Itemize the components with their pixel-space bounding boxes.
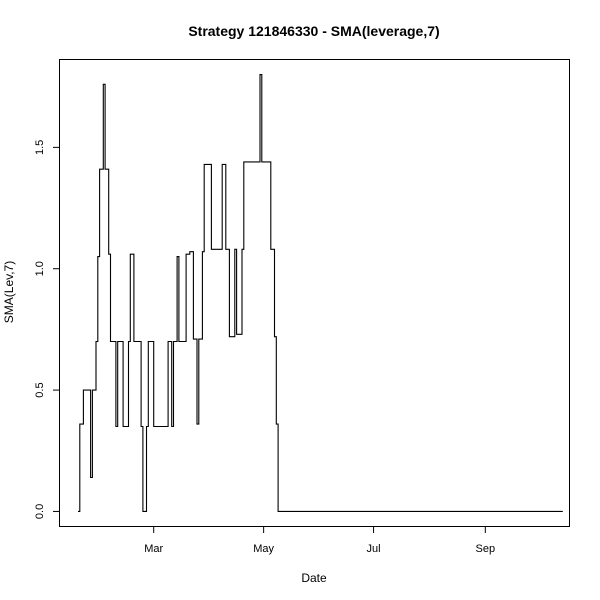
y-axis: 0.0 0.5 1.0 1.5 xyxy=(34,140,60,519)
x-tick-label: Jul xyxy=(367,543,381,555)
series-line xyxy=(78,74,563,512)
x-axis-label: Date xyxy=(301,571,327,585)
y-tick-label: 1.5 xyxy=(34,140,46,155)
y-tick-label: 1.0 xyxy=(34,261,46,276)
y-tick-label: 0.0 xyxy=(34,504,46,519)
chart-title: Strategy 121846330 - SMA(leverage,7) xyxy=(188,23,439,39)
x-tick-label: Sep xyxy=(476,543,496,555)
y-tick-label: 0.5 xyxy=(34,382,46,397)
x-axis: Mar May Jul Sep xyxy=(144,526,495,555)
plot-frame xyxy=(59,59,570,527)
x-tick-label: May xyxy=(253,543,274,555)
x-tick-label: Mar xyxy=(144,543,163,555)
y-axis-label: SMA(Lev,7) xyxy=(2,261,16,323)
